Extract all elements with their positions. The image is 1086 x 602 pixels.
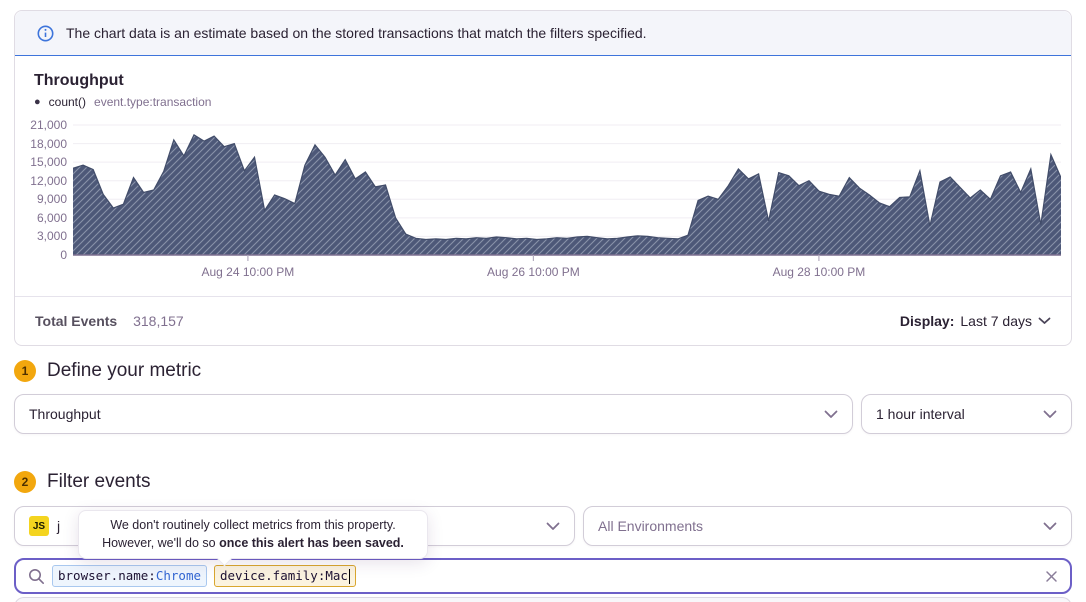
clear-search-icon[interactable] (1045, 570, 1058, 583)
x-tick-label: Aug 28 10:00 PM (772, 265, 866, 279)
x-tick-label: Aug 24 10:00 PM (201, 265, 295, 279)
y-tick-label: 0 (60, 248, 67, 262)
chart-body: Throughput ● count() event.type:transact… (15, 56, 1071, 283)
series-dot-icon: ● (34, 96, 41, 108)
chart-footer: Total Events 318,157 Display: Last 7 day… (15, 296, 1071, 345)
step-1-badge: 1 (14, 360, 36, 382)
legend-series-label: count() (48, 95, 87, 109)
metric-row: Throughput 1 hour interval (14, 394, 1072, 434)
chart-legend: ● count() event.type:transaction (34, 95, 1071, 109)
banner-text: The chart data is an estimate based on t… (66, 25, 647, 41)
text-caret (348, 568, 351, 584)
chevron-down-icon (824, 410, 838, 419)
event-filter-search-input[interactable]: browser.name: Chrome device.family: Mac (14, 558, 1072, 594)
display-label: Display: (899, 313, 955, 329)
y-tick-label: 18,000 (30, 136, 67, 151)
chart-panel: The chart data is an estimate based on t… (14, 10, 1072, 346)
chevron-down-icon (546, 522, 560, 531)
filter-events-heading: 2 Filter events (14, 471, 150, 493)
display-value: Last 7 days (960, 313, 1032, 329)
aggregate-select[interactable]: Throughput (14, 394, 853, 434)
search-icon (28, 568, 45, 585)
y-tick-label: 15,000 (30, 155, 67, 170)
filter-events-title: Filter events (47, 471, 151, 492)
environment-select[interactable]: All Environments (583, 506, 1072, 546)
filter-token-device-family[interactable]: device.family: Mac (214, 565, 357, 587)
y-tick-label: 3,000 (36, 229, 67, 244)
y-tick-label: 6,000 (36, 210, 67, 225)
chart-plot: 21,000 18,000 15,000 12,000 9,000 6,000 3,000 0 (15, 118, 1061, 262)
total-events: Total Events 318,157 (35, 313, 184, 329)
display-period-dropdown[interactable]: Display: Last 7 days (900, 313, 1051, 329)
tooltip-line1: We don't routinely collect metrics from … (110, 518, 396, 532)
project-name: j (57, 518, 61, 534)
chart-title: Throughput (34, 72, 124, 89)
throughput-area-chart[interactable] (73, 118, 1061, 261)
total-events-label: Total Events (35, 313, 118, 329)
x-axis-labels: Aug 24 10:00 PM Aug 26 10:00 PM Aug 28 10:… (15, 261, 1061, 283)
chevron-down-icon (1038, 317, 1051, 325)
filter-token-browser-name[interactable]: browser.name: Chrome (52, 565, 207, 587)
y-tick-label: 9,000 (36, 192, 67, 207)
estimate-info-banner: The chart data is an estimate based on t… (15, 11, 1071, 56)
x-tick-label: Aug 26 10:00 PM (487, 265, 580, 279)
environment-value: All Environments (598, 518, 704, 534)
chevron-down-icon (1043, 522, 1057, 531)
tooltip-line2-bold: once this alert has been saved. (219, 535, 404, 550)
chevron-down-icon (1043, 410, 1057, 419)
interval-select[interactable]: 1 hour interval (861, 394, 1072, 434)
search-suggestions-panel[interactable] (14, 597, 1072, 602)
info-icon (37, 25, 54, 42)
y-tick-label: 21,000 (30, 118, 67, 132)
javascript-platform-icon: JS (29, 516, 49, 536)
step-2-badge: 2 (14, 471, 36, 493)
define-metric-heading: 1 Define your metric (14, 360, 201, 382)
y-tick-label: 12,000 (30, 173, 67, 188)
aggregate-value: Throughput (29, 406, 101, 422)
legend-query-label: event.type:transaction (94, 95, 212, 109)
define-metric-title: Define your metric (47, 360, 202, 381)
total-events-value: 318,157 (133, 313, 184, 329)
tooltip-line2: However, we'll do so (102, 535, 220, 550)
metric-collection-tooltip: We don't routinely collect metrics from … (78, 510, 428, 567)
interval-value: 1 hour interval (876, 406, 965, 422)
